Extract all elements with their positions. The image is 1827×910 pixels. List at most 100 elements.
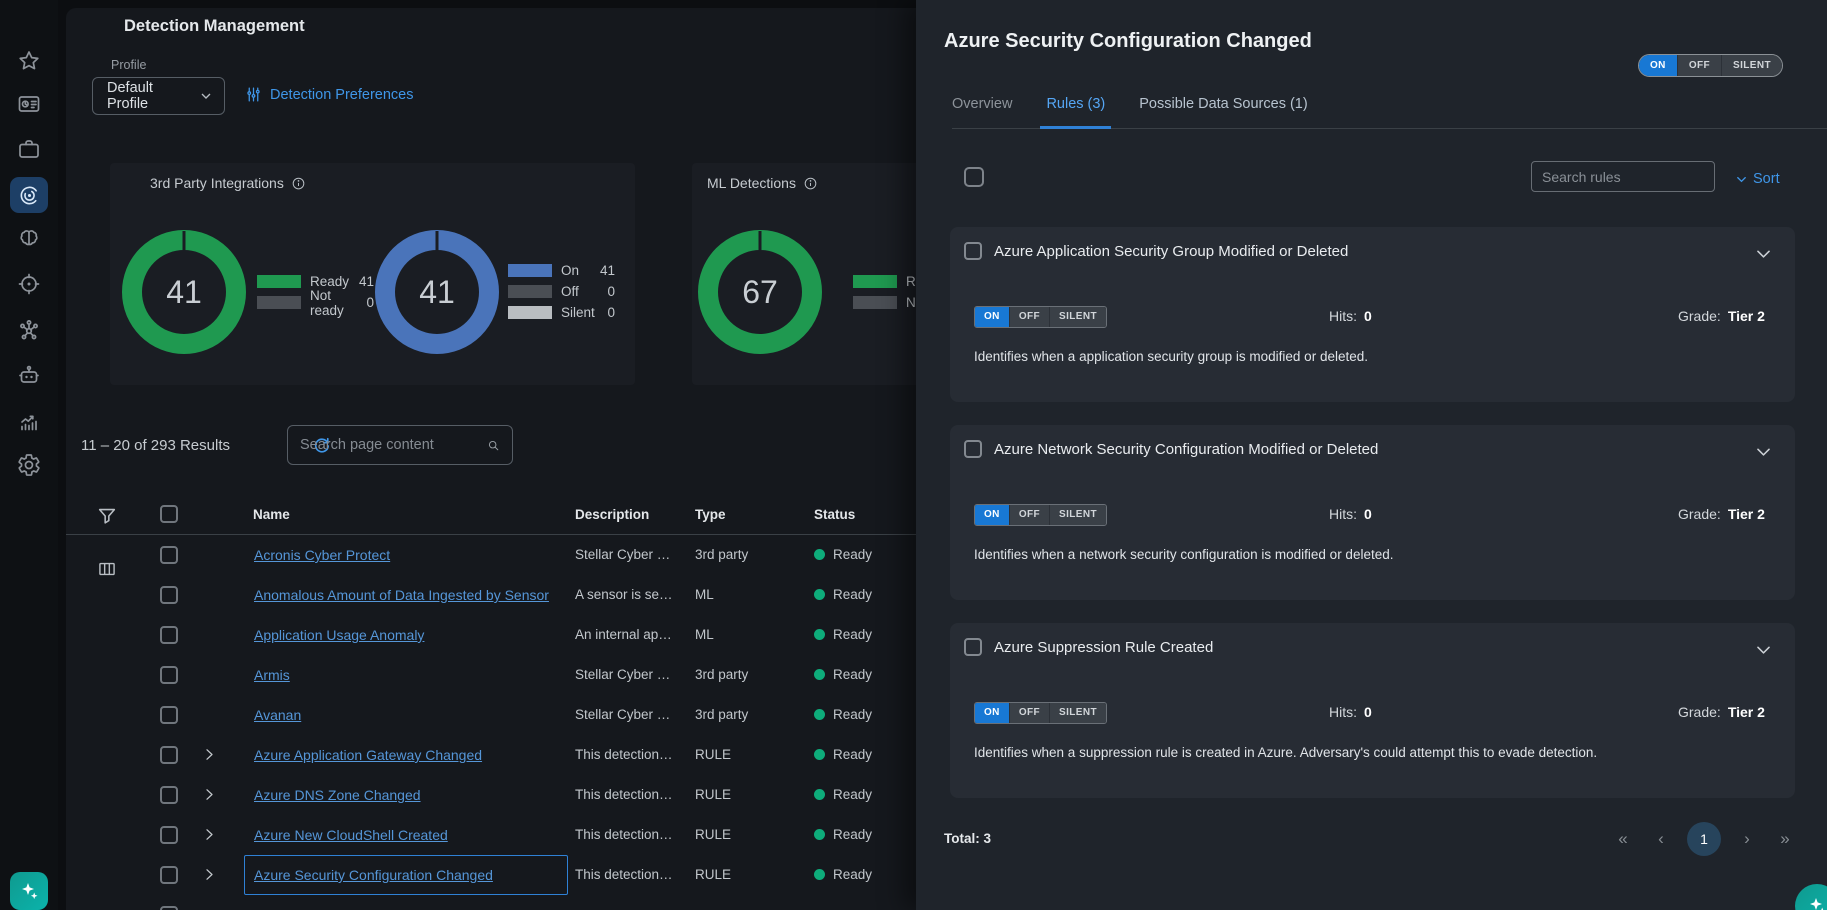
- row-checkbox[interactable]: [160, 866, 178, 884]
- info-icon[interactable]: [803, 176, 818, 191]
- chevron-down-icon[interactable]: [1754, 245, 1773, 264]
- row-description: This detection…: [575, 867, 673, 882]
- profile-label: Profile: [111, 58, 146, 72]
- expand-icon[interactable]: [202, 787, 217, 802]
- sidebar-item-cases[interactable]: [17, 137, 41, 161]
- column-header-description[interactable]: Description: [575, 507, 649, 522]
- rules-search-input[interactable]: [1542, 169, 1704, 185]
- last-page-button[interactable]: »: [1773, 829, 1797, 849]
- chevron-down-icon: [1734, 172, 1749, 187]
- rule-state-toggle[interactable]: ONOFFSILENT: [974, 306, 1107, 328]
- sidebar-item-threat-hunting[interactable]: [17, 272, 41, 296]
- toggle-option-off[interactable]: OFF: [1009, 307, 1049, 327]
- column-header-type[interactable]: Type: [695, 507, 726, 522]
- search-icon[interactable]: [487, 436, 500, 455]
- toggle-option-off[interactable]: OFF: [1009, 505, 1049, 525]
- detection-state-toggle[interactable]: ONOFFSILENT: [1638, 54, 1783, 77]
- row-checkbox[interactable]: [160, 906, 178, 910]
- rule-checkbox[interactable]: [964, 440, 982, 458]
- row-checkbox[interactable]: [160, 586, 178, 604]
- radar-icon: [18, 184, 41, 207]
- row-status: Ready: [814, 787, 872, 802]
- info-icon[interactable]: [291, 176, 306, 191]
- tab-rules-3-[interactable]: Rules (3): [1046, 96, 1105, 128]
- first-page-button[interactable]: «: [1611, 829, 1635, 849]
- toggle-option-silent[interactable]: SILENT: [1049, 307, 1106, 327]
- chevron-down-icon[interactable]: [1754, 641, 1773, 660]
- page-search-input[interactable]: [300, 437, 487, 453]
- toggle-option-on[interactable]: ON: [975, 307, 1009, 327]
- row-checkbox[interactable]: [160, 746, 178, 764]
- sidebar-item-automation[interactable]: [17, 363, 41, 387]
- prev-page-button[interactable]: ‹: [1649, 829, 1673, 849]
- row-checkbox[interactable]: [160, 826, 178, 844]
- detection-link[interactable]: Acronis Cyber Protect: [254, 547, 390, 563]
- rule-checkbox[interactable]: [964, 638, 982, 656]
- detection-link[interactable]: Armis: [254, 667, 290, 683]
- legend-row: On 41: [508, 260, 615, 281]
- toggle-option-on[interactable]: ON: [1639, 55, 1677, 76]
- select-all-checkbox[interactable]: [160, 505, 178, 523]
- brain-icon: [17, 227, 41, 251]
- toggle-option-on[interactable]: ON: [975, 703, 1009, 723]
- sidebar-item-dashboards[interactable]: [17, 92, 41, 116]
- sort-button[interactable]: Sort: [1734, 171, 1780, 187]
- detection-preferences-link[interactable]: Detection Preferences: [245, 86, 413, 103]
- detection-link[interactable]: Azure New CloudShell Created: [254, 827, 448, 843]
- expand-icon[interactable]: [202, 867, 217, 882]
- row-description: This detection…: [575, 747, 673, 762]
- rule-grade: Grade: Tier 2: [1678, 506, 1765, 522]
- chevron-down-icon[interactable]: [1754, 443, 1773, 462]
- row-description: An internal ap…: [575, 627, 672, 642]
- row-checkbox[interactable]: [160, 786, 178, 804]
- expand-icon[interactable]: [202, 827, 217, 842]
- detection-link[interactable]: Application Usage Anomaly: [254, 627, 424, 643]
- row-status: Ready: [814, 667, 872, 682]
- detection-link[interactable]: Azure DNS Zone Changed: [254, 787, 421, 803]
- rule-card: Azure Application Security Group Modifie…: [950, 227, 1795, 402]
- column-header-name[interactable]: Name: [253, 507, 290, 522]
- rule-state-toggle[interactable]: ONOFFSILENT: [974, 504, 1107, 526]
- toggle-option-on[interactable]: ON: [975, 505, 1009, 525]
- ai-assistant-button[interactable]: [10, 872, 48, 910]
- expand-icon[interactable]: [202, 747, 217, 762]
- rule-description: Identifies when a suppression rule is cr…: [974, 745, 1597, 760]
- row-checkbox[interactable]: [160, 706, 178, 724]
- sidebar-item-connectors[interactable]: [17, 318, 41, 342]
- current-page-button[interactable]: 1: [1687, 822, 1721, 856]
- tab-possible-data-sources-1-[interactable]: Possible Data Sources (1): [1139, 96, 1307, 128]
- panel-title: Azure Security Configuration Changed: [944, 30, 1312, 53]
- toggle-option-silent[interactable]: SILENT: [1721, 55, 1782, 76]
- row-name-cell: Anomalous Amount of Data Ingested by Sen…: [244, 575, 568, 615]
- rule-checkbox[interactable]: [964, 242, 982, 260]
- toggle-option-silent[interactable]: SILENT: [1049, 505, 1106, 525]
- toggle-option-silent[interactable]: SILENT: [1049, 703, 1106, 723]
- row-name-cell: Application Usage Anomaly: [244, 615, 568, 655]
- row-description: This detection…: [575, 827, 673, 842]
- profile-select[interactable]: Default Profile: [92, 77, 225, 115]
- legend-value: 0: [607, 284, 615, 299]
- row-checkbox[interactable]: [160, 546, 178, 564]
- rule-state-toggle[interactable]: ONOFFSILENT: [974, 702, 1107, 724]
- detection-link[interactable]: Azure Security Configuration Changed: [254, 867, 493, 883]
- tab-overview[interactable]: Overview: [952, 96, 1012, 128]
- toggle-option-off[interactable]: OFF: [1677, 55, 1721, 76]
- toggle-option-off[interactable]: OFF: [1009, 703, 1049, 723]
- sidebar-item-detections[interactable]: [10, 177, 48, 213]
- column-header-status[interactable]: Status: [814, 507, 855, 522]
- detection-link[interactable]: Azure Application Gateway Changed: [254, 747, 482, 763]
- sidebar-item-favorites[interactable]: [17, 49, 41, 73]
- ai-assistant-button-corner[interactable]: [1795, 884, 1827, 910]
- sidebar-item-settings[interactable]: [17, 453, 41, 477]
- sliders-icon: [245, 86, 262, 103]
- status-label: Ready: [833, 547, 872, 562]
- sidebar-item-reports[interactable]: [17, 409, 41, 433]
- detection-link[interactable]: Avanan: [254, 707, 301, 723]
- next-page-button[interactable]: ›: [1735, 829, 1759, 849]
- detection-link[interactable]: Anomalous Amount of Data Ingested by Sen…: [254, 587, 549, 603]
- select-all-rules-checkbox[interactable]: [964, 167, 984, 187]
- legend-swatch: [257, 296, 301, 309]
- sidebar-item-ml-models[interactable]: [17, 227, 41, 251]
- row-checkbox[interactable]: [160, 626, 178, 644]
- row-checkbox[interactable]: [160, 666, 178, 684]
